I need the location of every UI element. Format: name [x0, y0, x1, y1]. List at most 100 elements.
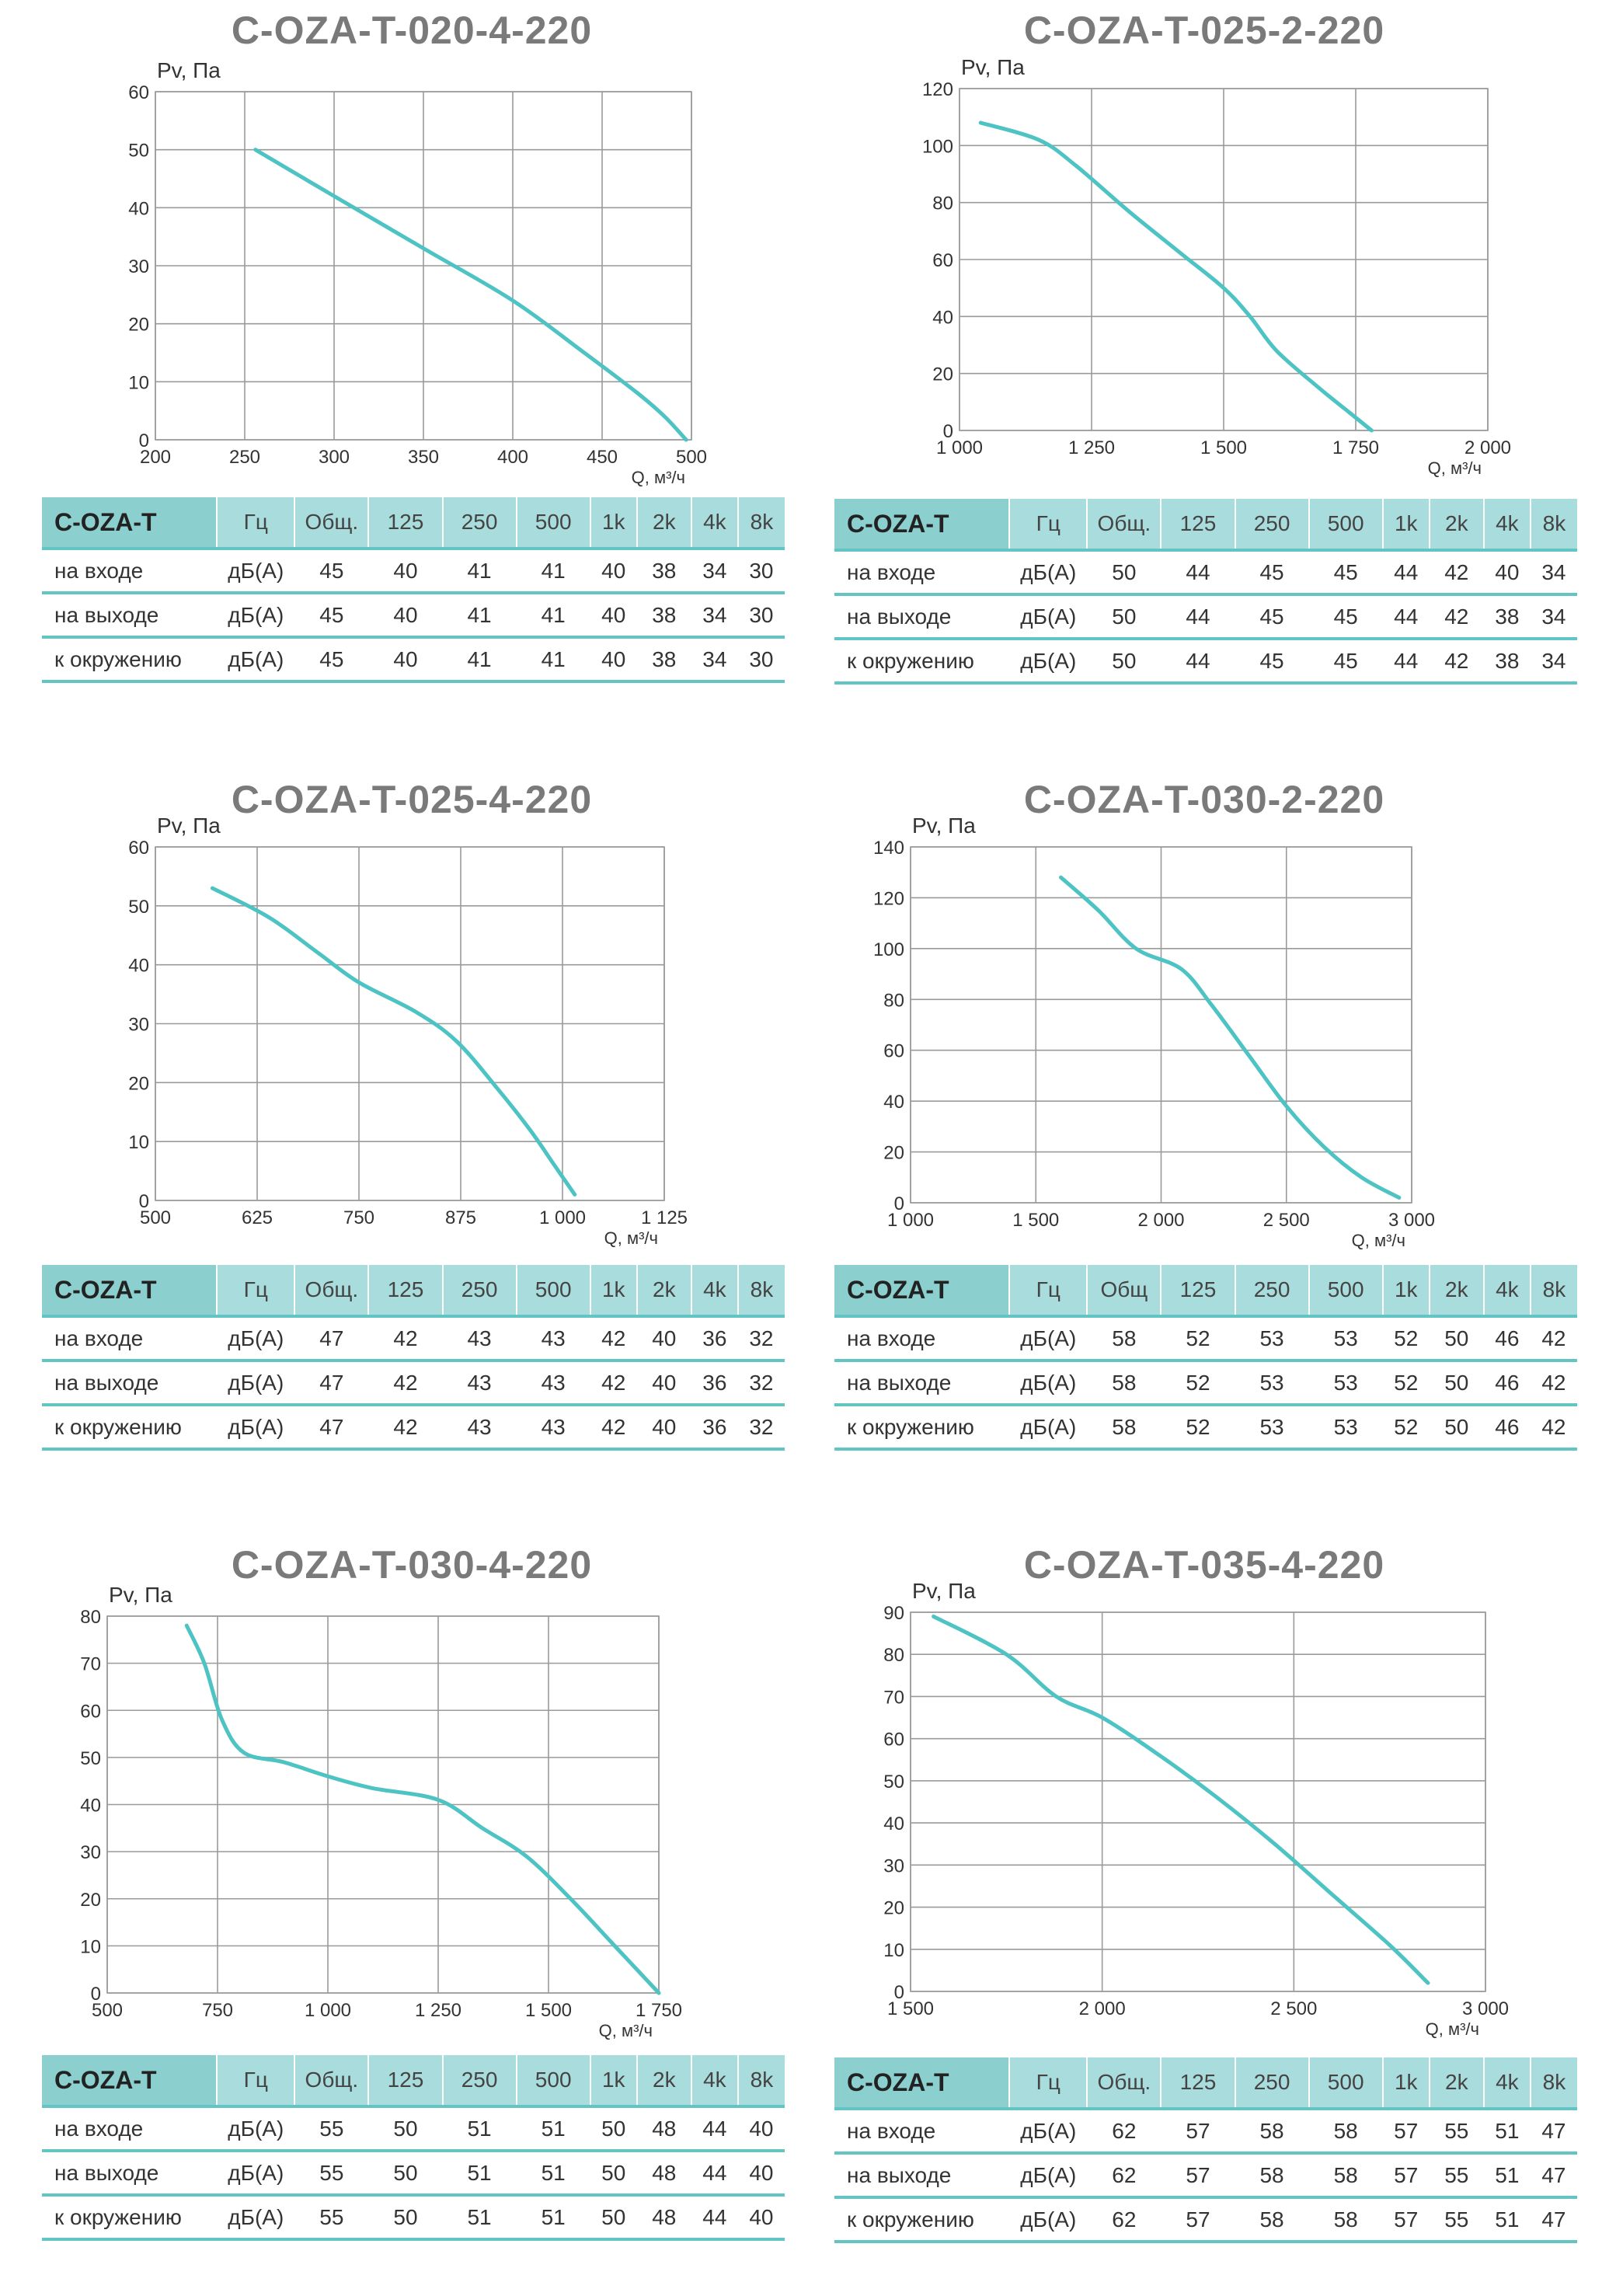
table-cell: 58: [1087, 1361, 1162, 1406]
chart-title: C-OZA-T-030-2-220: [1023, 778, 1385, 821]
row-unit: дБ(А): [1009, 594, 1088, 640]
table-column-header: 8k: [1529, 1265, 1577, 1318]
pressure-flow-chart: 1 500 2 000 2 500 3 000 0 10 20 30 40 50 60 70 80 90 P…: [883, 1579, 1509, 2039]
y-tick-label: 30: [80, 1842, 101, 1863]
table-cell: 38: [636, 549, 691, 594]
table-column-header: Общ.: [294, 497, 369, 550]
table-cell: 62: [1087, 2197, 1162, 2243]
x-tick-label: 3 000: [1462, 1998, 1509, 2019]
row-unit: дБ(А): [217, 2151, 295, 2197]
y-tick-label: 10: [128, 372, 149, 393]
x-tick-label: 500: [676, 447, 707, 468]
row-unit: дБ(А): [1009, 2109, 1088, 2155]
y-tick-label: 60: [80, 1701, 101, 1722]
row-unit: дБ(А): [1009, 639, 1088, 685]
row-label: к окружению: [834, 1405, 1010, 1451]
table-cell: 55: [294, 2106, 369, 2152]
y-tick-label: 40: [128, 956, 149, 977]
table-column-header: 500: [1308, 499, 1383, 552]
plot-frame: [155, 846, 665, 1201]
table-cell: 44: [1382, 594, 1430, 640]
chart-title: C-OZA-T-020-4-220: [231, 9, 593, 52]
y-axis-label: Pv, Па: [109, 1583, 172, 1607]
y-tick-label: 40: [883, 1813, 904, 1834]
row-label: к окружению: [42, 1405, 218, 1451]
table-row: на входе дБ(А) 45 40 41 41 40 38 34 30: [42, 549, 785, 594]
table-cell: 44: [691, 2195, 738, 2241]
x-tick-label: 450: [587, 447, 618, 468]
table-cell: 47: [1530, 2153, 1577, 2199]
x-axis-label: Q, м³/ч: [604, 1228, 658, 1248]
table-cell: 53: [1308, 1361, 1383, 1406]
row-label: на выходе: [834, 2153, 1010, 2199]
table-row: на входе дБ(А) 55 50 51 51 50 48 44 40: [42, 2106, 785, 2152]
row-unit: дБ(А): [1009, 550, 1088, 596]
table-column-header: 4k: [690, 2055, 738, 2108]
y-tick-label: 20: [883, 1898, 904, 1919]
x-tick-label: 625: [242, 1207, 273, 1228]
table-cell: 50: [590, 2151, 637, 2197]
table-cell: 30: [737, 637, 785, 683]
y-tick-label: 80: [80, 1607, 101, 1628]
table-header-row: C-OZA-T Гц Общ 125 250 500 1k 2k 4k 8k: [834, 1265, 1577, 1318]
table-cell: 45: [1308, 550, 1383, 596]
table-column-header: 500: [515, 1265, 590, 1318]
y-axis-label: Pv, Па: [961, 55, 1025, 79]
table-column-header: Общ.: [1086, 499, 1162, 552]
table-cell: 38: [1483, 594, 1531, 640]
table-cell: 45: [294, 593, 369, 639]
x-tick-label: 2 500: [1263, 1210, 1310, 1231]
chart-panel: C-OZA-T-025-2-220 1 000 1 250 1 500 1 750 2 0…: [824, 0, 1585, 761]
table-cell: 51: [442, 2195, 517, 2241]
table-cell: 57: [1161, 2197, 1235, 2243]
y-tick-label: 50: [128, 141, 149, 162]
x-tick-label: 400: [497, 447, 528, 468]
table-column-header: Общ.: [1086, 2057, 1162, 2110]
y-tick-label: 20: [883, 1143, 904, 1164]
table-cell: 45: [1235, 550, 1309, 596]
y-tick-label: 0: [943, 421, 953, 442]
table-cell: 53: [1235, 1316, 1309, 1362]
plot-frame: [959, 88, 1489, 431]
x-tick-label: 500: [140, 1207, 171, 1228]
table-cell: 44: [691, 2151, 738, 2197]
y-tick-label: 20: [128, 1073, 149, 1094]
table-cell: 52: [1161, 1405, 1235, 1451]
table-column-header: Общ.: [294, 1265, 369, 1318]
table-cell: 44: [691, 2106, 738, 2152]
row-unit: дБ(А): [217, 2195, 295, 2241]
table-cell: 43: [516, 1316, 590, 1362]
table-cell: 34: [691, 549, 738, 594]
y-tick-label: 60: [932, 250, 953, 271]
table-row: на входе дБ(А) 47 42 43 43 42 40 36 32: [42, 1316, 785, 1362]
table-cell: 34: [1530, 550, 1577, 596]
sound-level-table: C-OZA-T Гц Общ 125 250 500 1k 2k 4k 8k на входе дБ(…: [834, 1265, 1577, 1451]
x-tick-label: 1 000: [887, 1210, 934, 1231]
x-tick-label: 1 000: [539, 1207, 586, 1228]
table-cell: 36: [691, 1316, 738, 1362]
table-cell: 40: [737, 2195, 785, 2241]
table-cell: 45: [1308, 639, 1383, 685]
table-cell: 42: [590, 1361, 637, 1406]
table-column-header: 500: [1308, 2057, 1383, 2110]
x-tick-label: 300: [319, 447, 350, 468]
table-cell: 46: [1483, 1405, 1531, 1451]
row-label: на выходе: [42, 593, 218, 639]
pressure-flow-chart: 1 000 1 500 2 000 2 500 3 000 0 20 40 60 80 100 120…: [873, 814, 1435, 1250]
table-cell: 52: [1382, 1361, 1430, 1406]
y-axis-label: Pv, Па: [157, 58, 221, 82]
chart-panel: C-OZA-T-035-4-220 1 500 2 000 2 500 3 000 0 10…: [824, 1535, 1585, 2296]
row-label: на входе: [42, 549, 218, 594]
y-tick-label: 80: [932, 193, 953, 214]
chart-title: C-OZA-T-025-2-220: [1023, 9, 1385, 52]
y-tick-label: 20: [128, 315, 149, 336]
table-cell: 40: [368, 637, 443, 683]
table-column-header: 250: [441, 497, 517, 550]
table-column-header: 125: [1160, 2057, 1235, 2110]
row-label: к окружению: [834, 639, 1010, 685]
table-cell: 52: [1382, 1405, 1430, 1451]
chart-title: C-OZA-T-030-4-220: [231, 1543, 593, 1587]
table-column-header: 2k: [1428, 1265, 1484, 1318]
table-cell: 53: [1308, 1405, 1383, 1451]
x-tick-label: 1 500: [1012, 1210, 1059, 1231]
